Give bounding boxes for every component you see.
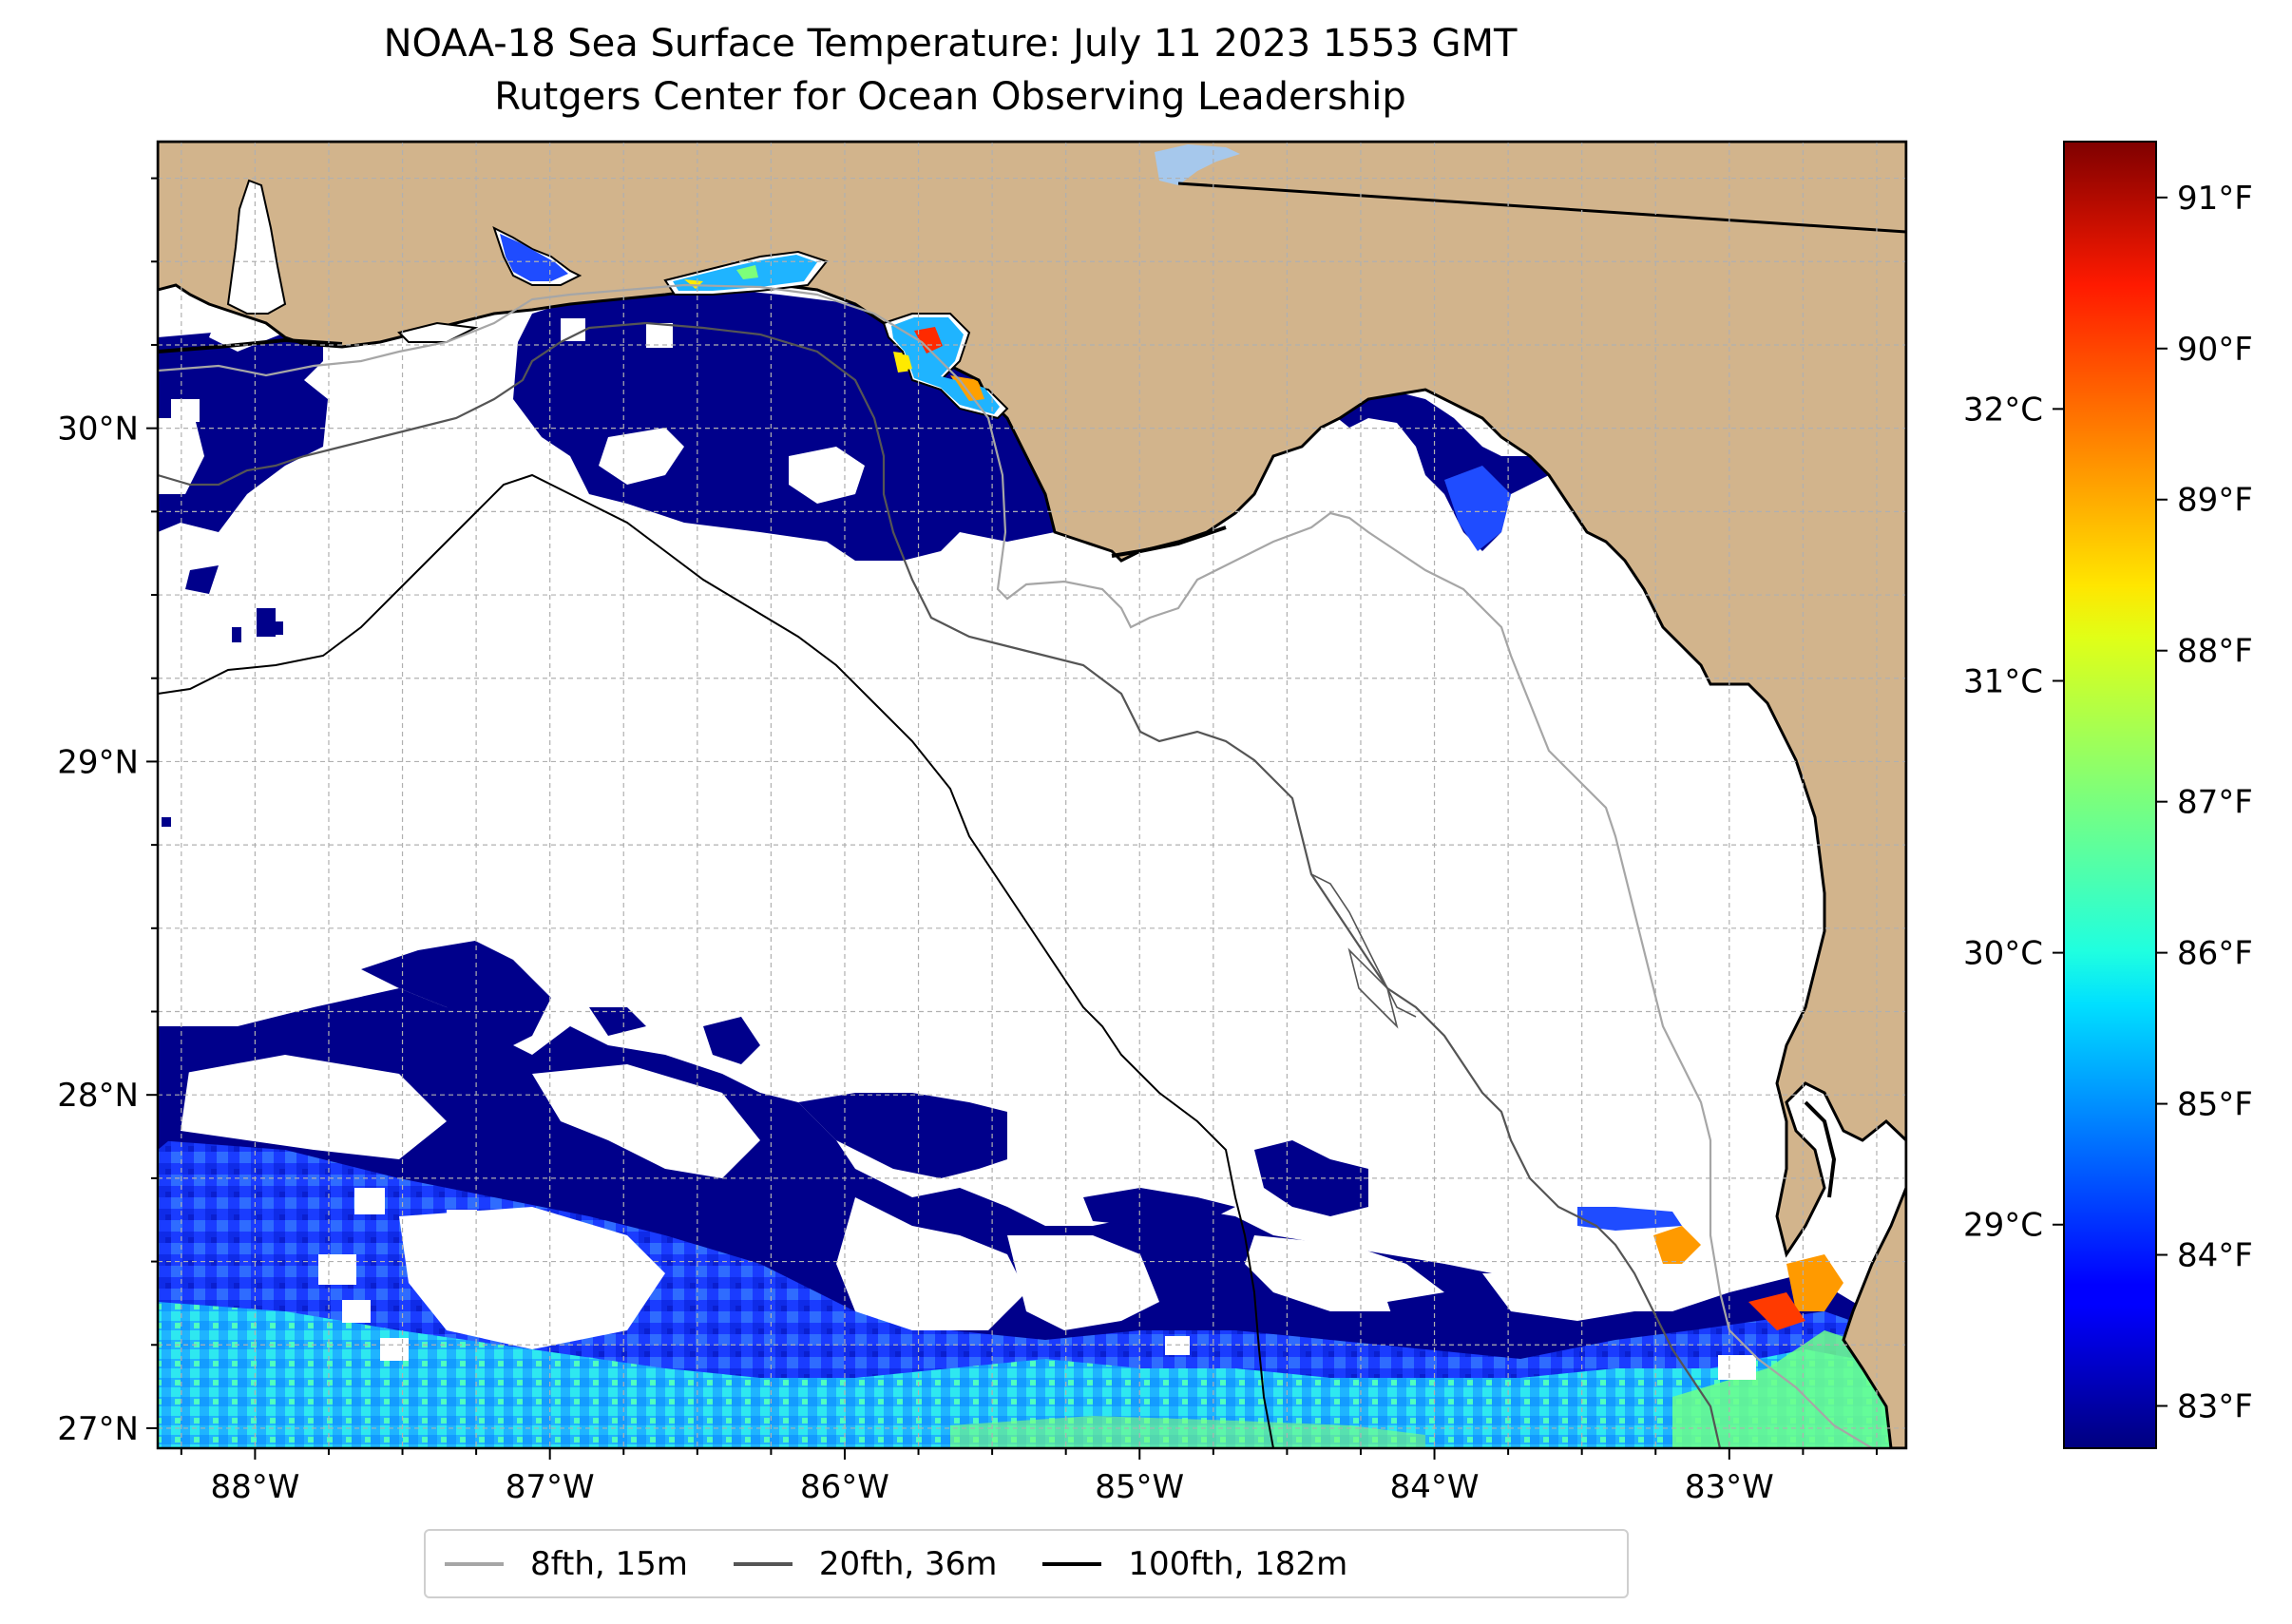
colorbar-f-tick-label: 86°F: [2177, 935, 2253, 973]
map-border: [156, 140, 1908, 1450]
legend-label-100fth: 100fth, 182m: [1128, 1544, 1348, 1583]
sst-pixels-south: [158, 988, 1906, 1448]
lon-tick-label: 83°W: [1685, 1468, 1774, 1506]
lon-tick-label: 85°W: [1095, 1468, 1184, 1506]
colorbar-f-tick-label: 91°F: [2177, 180, 2253, 218]
colorbar-fahrenheit-axis: 83°F 84°F 85°F 86°F 87°F 88°F 89°F 90°F 91°F: [2156, 180, 2253, 1425]
legend: 8fth, 15m 20fth, 36m 100fth, 182m: [424, 1529, 1629, 1598]
state-boundary: [1177, 182, 1906, 234]
lat-tick-label: 30°N: [57, 411, 139, 449]
colorbar-f-tick-label: 83°F: [2177, 1387, 2253, 1425]
colorbar-f-tick-label: 87°F: [2177, 784, 2253, 822]
sst-pixels-mid: [158, 608, 1701, 1340]
lat-tick-label: 27°N: [57, 1410, 139, 1448]
lat-tick-label: 29°N: [57, 743, 139, 781]
lat-axis: 27°N 28°N 29°N 30°N: [57, 177, 158, 1448]
colorbar-c-tick-label: 30°C: [1963, 935, 2043, 973]
colorbar-celsius-axis: 29°C 30°C 31°C 32°C: [1963, 391, 2064, 1245]
map-area: [158, 142, 1906, 1448]
colorbar-f-tick-label: 89°F: [2177, 482, 2253, 520]
colorbar-f-tick-label: 90°F: [2177, 331, 2253, 369]
lon-tick-label: 84°W: [1390, 1468, 1480, 1506]
isobath-8fth: [158, 283, 1873, 1448]
colorbar-c-tick-label: 31°C: [1963, 662, 2043, 700]
land: [158, 142, 1906, 1448]
lon-tick-label: 87°W: [506, 1468, 595, 1506]
colorbar-c-tick-label: 32°C: [1963, 391, 2043, 429]
legend-swatch-20fth: [733, 1561, 793, 1566]
legend-item-100fth: 100fth, 182m: [1042, 1545, 1347, 1583]
lat-tick-label: 28°N: [57, 1077, 139, 1115]
colorbar-f-tick-label: 85°F: [2177, 1086, 2253, 1124]
legend-label-20fth: 20fth, 36m: [818, 1544, 998, 1583]
colorbar-f-tick-label: 88°F: [2177, 633, 2253, 671]
legend-item-8fth: 8fth, 15m: [445, 1545, 688, 1583]
legend-label-8fth: 8fth, 15m: [530, 1544, 688, 1583]
legend-swatch-100fth: [1042, 1561, 1102, 1566]
legend-item-20fth: 20fth, 36m: [733, 1544, 998, 1583]
isobath-100fth: [158, 473, 1274, 1448]
colorbar: [2063, 141, 2157, 1449]
lon-axis: 88°W 87°W 86°W 85°W 84°W 83°W: [180, 1448, 1878, 1506]
lon-tick-label: 88°W: [210, 1468, 299, 1506]
isobath-20fth: [158, 321, 1722, 1448]
chart-subtitle: Rutgers Center for Ocean Observing Leade…: [494, 75, 1406, 119]
gridlines: [158, 142, 1906, 1448]
chart-title: NOAA-18 Sea Surface Temperature: July 11…: [383, 22, 1518, 66]
legend-swatch-8fth: [445, 1561, 504, 1566]
colorbar-c-tick-label: 29°C: [1963, 1207, 2043, 1245]
colorbar-f-tick-label: 84°F: [2177, 1237, 2253, 1275]
lake: [1155, 144, 1240, 185]
lon-tick-label: 86°W: [800, 1468, 889, 1506]
barrier-islands: [158, 337, 1837, 1198]
